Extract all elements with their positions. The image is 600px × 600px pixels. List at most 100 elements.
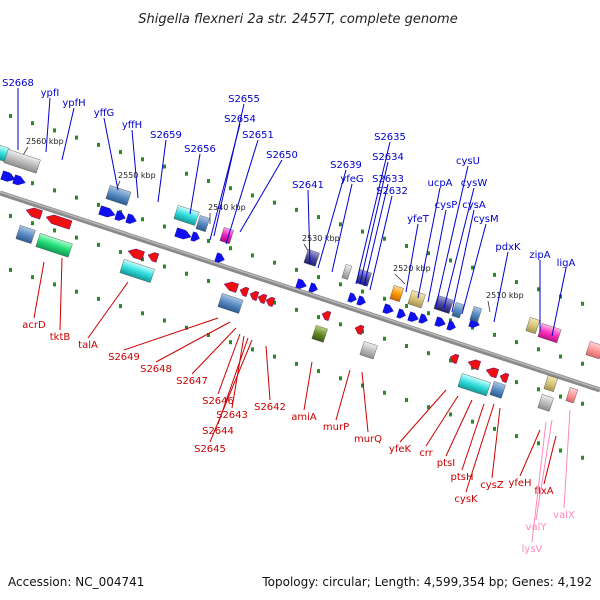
protein-domain-box xyxy=(407,290,426,309)
callout-line xyxy=(369,195,393,291)
gene-label: S2650 xyxy=(266,150,298,161)
tick-mark xyxy=(295,307,298,312)
callout-line xyxy=(209,123,241,241)
callout-line xyxy=(493,251,509,323)
gene-label: yffG xyxy=(94,108,115,119)
reverse-gene-arrow xyxy=(127,248,145,261)
gene-label: fIxA xyxy=(534,486,553,497)
protein-domain-box xyxy=(469,306,483,323)
protein-domain-box xyxy=(359,341,378,360)
callout-line xyxy=(399,389,447,443)
callout-line xyxy=(131,129,139,199)
gene-label: ypfI xyxy=(41,88,60,99)
gene-shape xyxy=(321,310,332,321)
tick-mark xyxy=(537,347,540,352)
gene-shape xyxy=(98,205,116,218)
tick-mark xyxy=(75,235,78,240)
gene-label: crr xyxy=(419,448,433,459)
gene-label: S2656 xyxy=(184,144,216,155)
forward-gene-arrow xyxy=(114,210,126,221)
callout-line xyxy=(231,335,245,409)
gene-shape xyxy=(347,292,357,303)
reverse-gene-arrow xyxy=(45,214,73,230)
scale-label: 2530 kbp xyxy=(302,234,340,243)
forward-gene-arrow xyxy=(396,308,406,319)
tick-mark xyxy=(361,329,364,334)
tick-mark xyxy=(581,301,584,306)
callout-line xyxy=(519,429,541,477)
gene-label: cysU xyxy=(456,156,480,167)
forward-gene-arrow xyxy=(0,170,16,182)
tick-mark xyxy=(97,296,100,301)
domain-shape xyxy=(173,205,200,226)
callout-line xyxy=(435,165,469,307)
gene-shape xyxy=(147,252,160,263)
tick-mark xyxy=(75,135,78,140)
gene-label: S2647 xyxy=(176,376,208,387)
tick-mark xyxy=(317,315,320,320)
protein-domain-box xyxy=(105,185,132,206)
forward-gene-arrow xyxy=(125,213,137,224)
tick-mark xyxy=(405,303,408,308)
gene-label: S2642 xyxy=(254,402,286,413)
gene-label: acrD xyxy=(22,320,46,331)
tick-mark xyxy=(229,340,232,345)
tick-marks xyxy=(9,113,584,460)
callout-line xyxy=(155,321,231,363)
callout-line xyxy=(335,369,351,421)
tick-mark xyxy=(405,243,408,248)
scale-label: 2510 kbp xyxy=(486,291,524,300)
gene-shape xyxy=(354,324,365,335)
tick-mark xyxy=(119,304,122,309)
tick-mark xyxy=(427,351,430,356)
gene-label: amiA xyxy=(291,412,317,423)
gene-label: S2641 xyxy=(292,180,324,191)
tick-mark xyxy=(9,213,12,218)
gene-label: S2639 xyxy=(330,160,362,171)
gene-label: S2655 xyxy=(228,94,260,105)
gene-shape xyxy=(418,313,428,324)
domain-shape xyxy=(585,341,600,360)
protein-domain-box xyxy=(341,264,353,280)
gene-shape xyxy=(467,359,481,371)
gene-label: yfeK xyxy=(389,444,412,455)
domain-shape xyxy=(537,323,562,344)
tick-mark xyxy=(75,195,78,200)
tick-mark xyxy=(295,207,298,212)
tick-mark xyxy=(317,275,320,280)
callout-line xyxy=(361,371,369,433)
domain-shape xyxy=(457,373,491,397)
callout-line xyxy=(59,257,63,331)
gene-label: lysV xyxy=(522,544,543,555)
domain-shape xyxy=(433,295,454,314)
callout-line xyxy=(531,421,547,543)
gene-label: murP xyxy=(323,422,349,433)
gene-label: yfeG xyxy=(340,174,363,185)
tick-mark xyxy=(559,354,562,359)
domain-shape xyxy=(311,325,328,343)
tick-mark xyxy=(427,251,430,256)
protein-domain-box xyxy=(543,375,558,393)
domain-shape xyxy=(407,290,426,309)
tick-mark xyxy=(537,387,540,392)
backbone-line xyxy=(0,190,600,393)
gene-shape xyxy=(45,214,73,230)
tick-mark xyxy=(537,441,540,446)
tick-mark xyxy=(449,412,452,417)
callout-line xyxy=(427,209,447,303)
protein-domain-box xyxy=(537,394,554,412)
protein-domain-box xyxy=(451,302,465,319)
tick-mark xyxy=(537,287,540,292)
forward-gene-arrow xyxy=(446,320,456,331)
genome-title: Shigella flexneri 2a str. 2457T, complet… xyxy=(138,12,457,27)
tick-mark xyxy=(119,150,122,155)
protein-domain-box xyxy=(585,341,600,360)
tick-mark xyxy=(559,448,562,453)
gene-label: S2645 xyxy=(194,444,226,455)
tick-mark xyxy=(427,405,430,410)
protein-domain-box xyxy=(3,149,41,174)
tick-mark xyxy=(251,193,254,198)
protein-domain-box xyxy=(433,295,454,314)
gene-label: ligA xyxy=(557,258,576,269)
scale-marker xyxy=(394,273,406,285)
